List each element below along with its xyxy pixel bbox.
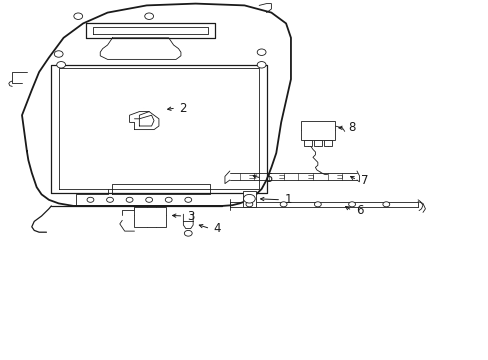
Text: 5: 5 [264,172,272,185]
Bar [323,140,331,146]
Text: 7: 7 [360,174,367,186]
Circle shape [144,13,153,19]
Circle shape [54,51,63,57]
Bar [313,140,321,146]
Text: 6: 6 [355,204,363,217]
Circle shape [280,202,286,207]
Text: 2: 2 [179,102,187,114]
Text: 3: 3 [186,210,194,222]
Text: 1: 1 [284,193,292,206]
Circle shape [87,197,94,202]
Circle shape [145,197,152,202]
Circle shape [57,62,65,68]
Circle shape [382,202,389,207]
Circle shape [257,49,265,55]
Circle shape [165,197,172,202]
Text: 4: 4 [213,222,221,235]
Circle shape [74,13,82,19]
Circle shape [257,62,265,68]
Circle shape [126,197,133,202]
Circle shape [314,202,321,207]
Bar [134,207,166,227]
Circle shape [184,230,192,236]
Circle shape [106,197,113,202]
Text: 8: 8 [347,121,355,134]
Bar [304,140,311,146]
Circle shape [184,197,191,202]
Bar [300,121,334,140]
Circle shape [245,202,252,207]
Bar [243,191,255,207]
Circle shape [243,194,255,203]
Circle shape [348,202,355,207]
